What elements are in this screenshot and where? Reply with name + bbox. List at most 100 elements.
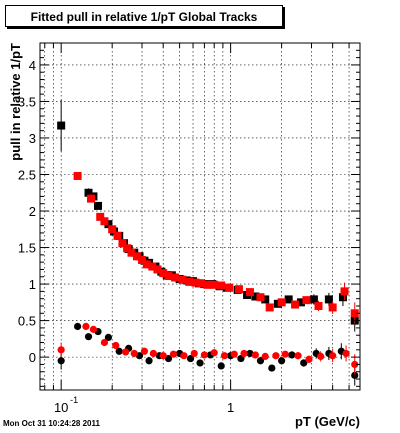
x-tick-label-exponent: -1 — [70, 395, 78, 405]
data-point — [159, 352, 167, 360]
data-point — [281, 350, 289, 358]
data-point — [225, 283, 234, 292]
grid-lines — [40, 43, 360, 390]
series-2 — [57, 322, 359, 386]
data-point — [240, 349, 248, 358]
data-point — [89, 325, 98, 333]
y-tick-label: 4 — [29, 58, 36, 73]
data-point — [132, 252, 141, 261]
data-point — [324, 295, 333, 304]
data-point — [115, 347, 123, 355]
data-point — [342, 349, 350, 358]
data-point — [309, 295, 318, 304]
y-tick-label: 0.5 — [18, 314, 36, 329]
data-point — [180, 352, 188, 360]
data-point — [164, 354, 173, 363]
data-point — [217, 362, 225, 370]
data-point — [84, 188, 93, 197]
y-tick-label: 3 — [29, 131, 36, 146]
data-point — [96, 212, 105, 221]
data-point — [340, 287, 349, 296]
data-point — [197, 279, 206, 288]
data-point — [338, 293, 347, 302]
y-tick-label: 1.5 — [18, 241, 36, 256]
data-point — [84, 333, 93, 341]
data-point — [178, 275, 187, 284]
data-point — [57, 357, 65, 365]
data-point — [261, 352, 269, 360]
data-point — [245, 288, 254, 297]
data-point — [73, 322, 82, 331]
data-point — [300, 359, 308, 367]
data-point — [291, 300, 300, 309]
data-point — [127, 248, 136, 257]
data-point — [140, 347, 149, 355]
data-point — [329, 352, 337, 360]
data-point — [130, 349, 138, 358]
data-point — [261, 295, 270, 304]
data-point — [203, 280, 212, 289]
data-point — [108, 225, 117, 234]
series-1 — [73, 171, 359, 325]
data-point — [118, 239, 127, 248]
data-point — [164, 272, 173, 281]
y-tick-label: 3.5 — [18, 94, 36, 109]
data-point — [278, 357, 286, 365]
data-point — [113, 231, 122, 240]
data-point — [112, 341, 120, 350]
data-point — [296, 298, 305, 307]
data-point — [256, 357, 265, 365]
data-point — [73, 171, 82, 180]
x-tick-label: 1 — [227, 400, 234, 415]
data-point — [220, 352, 229, 360]
data-point — [268, 364, 276, 372]
data-point — [200, 351, 208, 359]
data-point — [314, 301, 323, 310]
data-point — [57, 121, 66, 130]
data-point — [230, 350, 238, 358]
data-point — [251, 292, 260, 301]
data-point — [288, 351, 296, 359]
data-point — [123, 244, 132, 253]
y-tick-label: 1 — [29, 277, 36, 292]
data-point — [251, 351, 259, 359]
data-point — [153, 265, 162, 274]
data-point — [169, 350, 178, 358]
data-point — [210, 280, 219, 289]
data-point — [196, 359, 204, 367]
data-point — [104, 333, 113, 342]
data-point — [246, 349, 254, 358]
y-tick-label: 0 — [29, 350, 36, 365]
data-point — [171, 273, 180, 282]
data-point — [57, 346, 65, 354]
data-marks — [57, 99, 359, 386]
axis-ticks — [40, 43, 360, 390]
data-point — [145, 357, 153, 365]
data-point — [294, 352, 302, 360]
data-point — [272, 352, 280, 360]
footer-timestamp: Mon Oct 31 10:24:28 2011 — [3, 419, 100, 428]
data-point — [284, 295, 293, 304]
data-point — [328, 303, 337, 312]
data-point — [277, 298, 286, 307]
data-point — [234, 285, 243, 294]
data-point — [100, 338, 109, 347]
data-point — [351, 371, 359, 379]
data-point — [87, 194, 96, 203]
data-point — [82, 322, 90, 331]
series-3 — [57, 322, 359, 375]
y-tick-label: 2 — [29, 204, 36, 219]
title-box: Fitted pull in relative 1/pT Global Trac… — [5, 5, 283, 27]
y-axis-label: pull in relative 1/pT — [8, 43, 23, 161]
data-point — [350, 309, 359, 318]
data-point — [191, 278, 200, 287]
data-point — [190, 349, 198, 358]
data-point — [302, 296, 311, 305]
plot-frame — [39, 42, 361, 391]
data-point — [256, 293, 265, 302]
data-point — [185, 277, 194, 286]
data-point — [265, 303, 274, 312]
data-point — [148, 262, 157, 271]
data-point — [210, 349, 218, 357]
data-point — [149, 349, 157, 358]
